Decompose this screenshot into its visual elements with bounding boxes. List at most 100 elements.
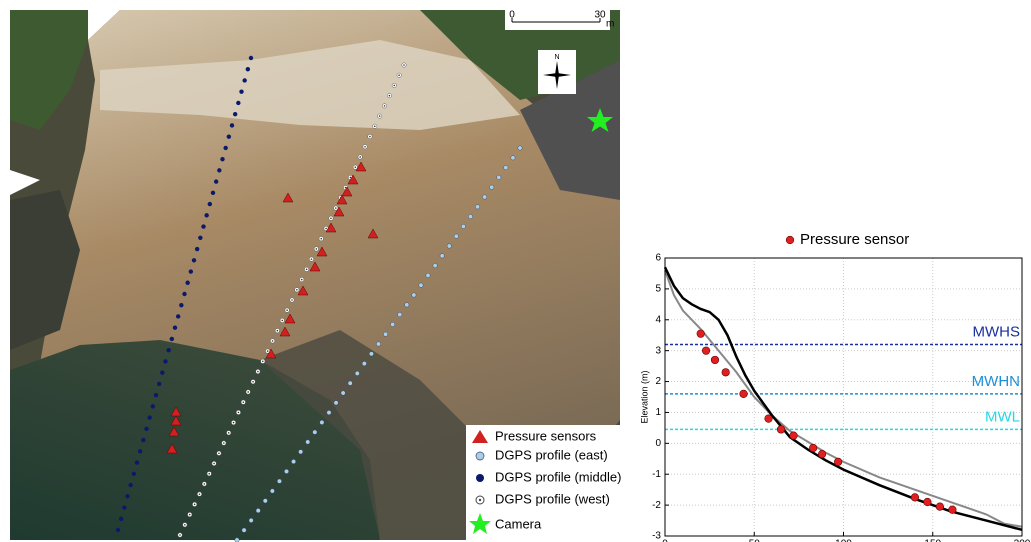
dgps-point: [239, 89, 244, 94]
dgps-point-center: [213, 462, 215, 465]
dgps-point: [319, 419, 325, 425]
y-axis-label: Elevation (m): [639, 370, 649, 423]
dgps-point: [510, 155, 516, 161]
dgps-point-center: [227, 432, 230, 434]
dgps-point-center: [242, 401, 245, 403]
dgps-point-center: [296, 288, 298, 291]
dgps-point: [298, 449, 304, 455]
dgps-point: [446, 243, 452, 249]
dgps-point: [453, 233, 459, 239]
north-label: N: [554, 54, 559, 61]
dry-sand: [100, 40, 520, 130]
dgps-point-center: [184, 523, 186, 526]
dgps-point-center: [300, 278, 303, 281]
scale-start: 0: [509, 10, 515, 21]
y-tick-label: 0: [655, 438, 661, 449]
sensor-marker: [316, 246, 328, 257]
dgps-point: [291, 459, 296, 464]
reference-label: MWHN: [972, 373, 1020, 390]
dgps-point-center: [203, 483, 206, 485]
sensor-marker: [367, 228, 379, 239]
y-tick-label: -3: [652, 531, 661, 542]
dgps-point: [369, 351, 374, 357]
dgps-point: [354, 370, 360, 376]
y-tick-label: 5: [655, 284, 661, 295]
dgps-point-center: [388, 94, 391, 97]
y-tick-label: 1: [655, 407, 661, 418]
dgps-point: [284, 468, 289, 474]
dgps-point: [217, 168, 222, 173]
dgps-point: [213, 179, 219, 184]
dgps-point: [147, 415, 152, 420]
aerial-map: 0 30 m N Pressure sensors DGPS profile (…: [10, 10, 621, 542]
dgps-point: [340, 390, 346, 396]
dgps-point-center: [281, 319, 284, 322]
sensor-marker: [309, 261, 321, 272]
dgps-point-center: [383, 105, 386, 107]
sensor-point: [923, 497, 932, 507]
scale-end: 30: [594, 10, 606, 21]
legend-label: Camera: [495, 516, 542, 531]
dgps-point-center: [364, 145, 366, 148]
dgps-point-center: [218, 452, 220, 455]
dgps-point: [179, 303, 184, 308]
map-legend: [466, 425, 620, 540]
sensor-point: [739, 389, 748, 399]
dgps-point: [234, 537, 240, 542]
y-tick-label: 3: [655, 345, 661, 356]
dgps-point-center: [179, 534, 181, 536]
dgps-point: [150, 404, 156, 409]
dgps-point: [175, 314, 181, 319]
dgps-point-center: [276, 329, 279, 332]
dgps-point: [312, 429, 318, 435]
vegetation: [10, 10, 88, 130]
dgps-point: [503, 165, 509, 171]
x-tick-label: 50: [749, 539, 761, 542]
sensor-marker: [333, 206, 345, 217]
sensor-point: [910, 493, 920, 502]
dgps-point-center: [369, 135, 371, 138]
sensor-point: [721, 368, 730, 377]
dgps-point-center: [208, 472, 211, 475]
dgps-point: [131, 471, 137, 477]
dgps-point: [326, 410, 332, 415]
dgps-point: [166, 347, 171, 353]
dgps-point-center: [305, 268, 308, 271]
profile-line: [663, 266, 1023, 532]
dgps-point-center: [315, 248, 318, 250]
dgps-point: [432, 263, 438, 268]
legend-symbol: [469, 513, 491, 534]
dgps-point: [397, 312, 403, 317]
camera-marker: [587, 108, 613, 132]
dgps-point-center: [252, 380, 254, 383]
dgps-point: [194, 246, 200, 252]
dgps-point-center: [223, 442, 225, 444]
dgps-point: [245, 67, 251, 72]
dgps-point-center: [398, 74, 400, 77]
dgps-point: [418, 282, 424, 288]
dgps-point: [361, 361, 367, 366]
dgps-point: [169, 336, 175, 342]
dgps-points: [115, 55, 523, 542]
dgps-point: [122, 505, 127, 510]
dgps-point: [489, 184, 495, 190]
dgps-point: [460, 223, 466, 229]
dgps-point-center: [354, 166, 357, 168]
sensor-marker: [284, 313, 296, 324]
dgps-point: [390, 321, 396, 327]
dgps-point: [185, 280, 190, 285]
legend-label: Pressure sensor: [800, 231, 909, 248]
dgps-point: [118, 516, 124, 521]
dgps-point-center: [198, 493, 201, 495]
sensor-marker: [265, 348, 277, 359]
legend-label: DGPS profile (east): [495, 447, 608, 462]
legend-label: DGPS profile (middle): [495, 469, 621, 484]
dgps-point: [475, 204, 480, 210]
rocks: [260, 330, 470, 540]
sensor-point: [809, 443, 818, 453]
pressure-sensor-markers: [166, 161, 379, 454]
dgps-point-center: [266, 350, 269, 352]
dgps-point: [242, 78, 247, 83]
reference-label: MWHS: [973, 323, 1021, 340]
